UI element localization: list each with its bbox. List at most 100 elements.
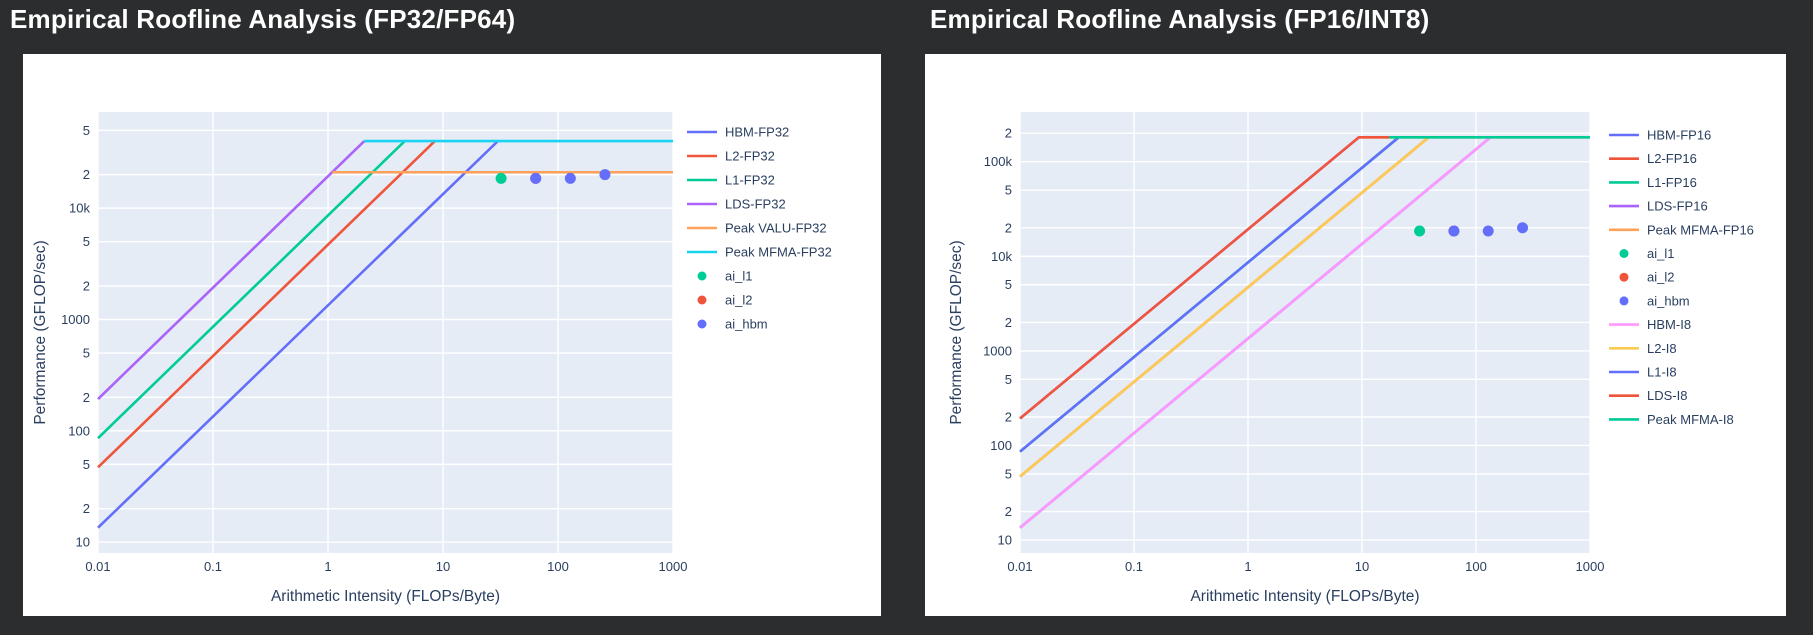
legend-item-hbm-fp32[interactable]: HBM-FP32	[687, 125, 789, 140]
legend-item-label: L1-I8	[1647, 365, 1677, 380]
legend-item-label: Peak MFMA-FP32	[725, 245, 832, 260]
chart-title-fp16: Empirical Roofline Analysis (FP16/INT8)	[930, 4, 1430, 34]
svg-text:1: 1	[1244, 559, 1251, 574]
legend-item-label: ai_l1	[725, 269, 752, 284]
svg-text:10: 10	[436, 559, 450, 574]
legend-item-hbm-fp16[interactable]: HBM-FP16	[1609, 128, 1711, 143]
legend-item-label: ai_l2	[1647, 270, 1674, 285]
legend-item-label: ai_l2	[725, 293, 752, 308]
legend-item-label: ai_hbm	[725, 317, 768, 332]
series-ai-hbm	[530, 169, 611, 184]
chart-card-fp16: 0.01 0.1 1 10 100 1000 10 2 5 100 2 5 1000 2 5 10k 2 5 100…	[925, 54, 1786, 616]
legend-item-lds-fp32[interactable]: LDS-FP32	[687, 197, 786, 212]
chart-card-fp32: 0.01 0.1 1 10 100 1000 10 2 5 100 2 5 1000 2 5 10k 2 5 Ari…	[23, 54, 881, 616]
legend-item-l1-fp16[interactable]: L1-FP16	[1609, 175, 1697, 190]
svg-text:5: 5	[83, 457, 90, 472]
legend-item-label: LDS-FP32	[725, 197, 786, 212]
legend-item-label: HBM-FP16	[1647, 128, 1711, 143]
legend-item-label: HBM-FP32	[725, 125, 789, 140]
svg-text:0.1: 0.1	[204, 559, 222, 574]
x-axis-title: Arithmetic Intensity (FLOPs/Byte)	[271, 588, 500, 605]
legend-item-peak-valu-fp32[interactable]: Peak VALU-FP32	[687, 221, 827, 236]
gridlines	[97, 112, 674, 553]
legend-item-label: LDS-FP16	[1647, 199, 1708, 214]
series-hbm-i8	[1019, 136, 1492, 529]
legend-item-lds-i8[interactable]: LDS-I8	[1609, 388, 1687, 403]
legend-item-ai-hbm[interactable]: ai_hbm	[1619, 293, 1690, 308]
svg-text:1: 1	[324, 559, 331, 574]
legend-item-peak-mfma-fp32[interactable]: Peak MFMA-FP32	[687, 245, 832, 260]
series-l1-i8	[1019, 136, 1400, 453]
chart-canvas: 0.01 0.1 1 10 100 1000 10 2 5 100 2 5 1000 2 5 10k 2 5 100…	[948, 112, 1754, 605]
gridlines	[1019, 112, 1591, 553]
chart-canvas: 0.01 0.1 1 10 100 1000 10 2 5 100 2 5 1000 2 5 10k 2 5 Ari…	[32, 112, 832, 605]
legend-item-hbm-i8[interactable]: HBM-I8	[1609, 317, 1691, 332]
svg-text:2: 2	[1005, 409, 1012, 424]
x-axis-tick-labels: 0.01 0.1 1 10 100 1000	[85, 559, 687, 574]
plot-area[interactable]	[1020, 112, 1590, 553]
legend-item-l1-i8[interactable]: L1-I8	[1609, 365, 1677, 380]
svg-text:2: 2	[1005, 220, 1012, 235]
svg-text:2: 2	[1005, 315, 1012, 330]
svg-text:2: 2	[83, 390, 90, 405]
svg-text:100: 100	[547, 559, 569, 574]
legend-item-label: L2-I8	[1647, 341, 1677, 356]
svg-text:5: 5	[83, 234, 90, 249]
legend: HBM-FP32 L2-FP32 L1-FP32 LDS-FP32 Peak VALU-…	[687, 125, 832, 332]
legend-item-peak-mfma-i8[interactable]: Peak MFMA-I8	[1609, 412, 1734, 427]
legend-item-lds-fp16[interactable]: LDS-FP16	[1609, 199, 1708, 214]
legend: HBM-FP16 L2-FP16 L1-FP16 LDS-FP16 Peak MFMA-…	[1609, 128, 1754, 427]
svg-text:5: 5	[1005, 277, 1012, 292]
svg-text:100k: 100k	[984, 154, 1013, 169]
svg-text:2: 2	[83, 278, 90, 293]
svg-text:1000: 1000	[983, 343, 1012, 358]
svg-text:5: 5	[1005, 372, 1012, 387]
y-axis-tick-labels: 10 2 5 100 2 5 1000 2 5 10k 2 5	[61, 123, 90, 550]
legend-item-l2-i8[interactable]: L2-I8	[1609, 341, 1677, 356]
svg-text:0.01: 0.01	[1007, 559, 1032, 574]
legend-item-ai-hbm[interactable]: ai_hbm	[697, 317, 768, 332]
legend-item-l2-fp32[interactable]: L2-FP32	[687, 149, 775, 164]
legend-item-l1-fp32[interactable]: L1-FP32	[687, 173, 775, 188]
series-ai-l1	[1414, 225, 1426, 237]
legend-item-label: Peak MFMA-I8	[1647, 412, 1734, 427]
legend-item-label: HBM-I8	[1647, 317, 1691, 332]
svg-text:2: 2	[83, 501, 90, 516]
legend-item-label: L2-FP32	[725, 149, 775, 164]
legend-item-ai-l1[interactable]: ai_l1	[1619, 246, 1675, 261]
series-l2-i8	[1019, 136, 1430, 478]
svg-text:2: 2	[83, 167, 90, 182]
svg-text:1000: 1000	[659, 559, 688, 574]
svg-text:2: 2	[1005, 504, 1012, 519]
x-axis-title: Arithmetic Intensity (FLOPs/Byte)	[1190, 588, 1419, 605]
x-axis-tick-labels: 0.01 0.1 1 10 100 1000	[1007, 559, 1604, 574]
legend-item-l2-fp16[interactable]: L2-FP16	[1609, 151, 1697, 166]
svg-text:10: 10	[998, 533, 1012, 548]
svg-text:0.01: 0.01	[85, 559, 110, 574]
legend-item-peak-mfma-fp16[interactable]: Peak MFMA-FP16	[1609, 222, 1754, 237]
series-ai-hbm	[1448, 222, 1529, 237]
svg-text:1000: 1000	[1576, 559, 1605, 574]
legend-item-label: ai_l1	[1647, 246, 1674, 261]
legend-item-label: Peak VALU-FP32	[725, 221, 827, 236]
svg-text:2: 2	[1005, 126, 1012, 141]
chart-title-fp32: Empirical Roofline Analysis (FP32/FP64)	[10, 4, 516, 34]
svg-text:5: 5	[83, 346, 90, 361]
series-lds-i8	[1019, 135, 1390, 420]
svg-text:5: 5	[1005, 466, 1012, 481]
y-axis-tick-labels: 10 2 5 100 2 5 1000 2 5 10k 2 5 100k 2	[983, 126, 1012, 548]
legend-item-label: L2-FP16	[1647, 151, 1697, 166]
legend-item-ai-l1[interactable]: ai_l1	[697, 269, 753, 284]
series-lds-fp32	[97, 140, 366, 400]
series-l2-fp32	[97, 140, 436, 469]
legend-item-ai-l2[interactable]: ai_l2	[697, 293, 753, 308]
series-l1-fp32	[97, 140, 406, 440]
legend-item-label: L1-FP16	[1647, 175, 1697, 190]
svg-text:10: 10	[1355, 559, 1369, 574]
svg-text:10k: 10k	[991, 249, 1012, 264]
svg-text:10: 10	[76, 535, 90, 550]
y-axis-title: Performance (GFLOP/sec)	[948, 240, 965, 424]
plot-area[interactable]	[98, 112, 673, 553]
series-ai-l1	[495, 172, 507, 184]
legend-item-ai-l2[interactable]: ai_l2	[1619, 270, 1675, 285]
